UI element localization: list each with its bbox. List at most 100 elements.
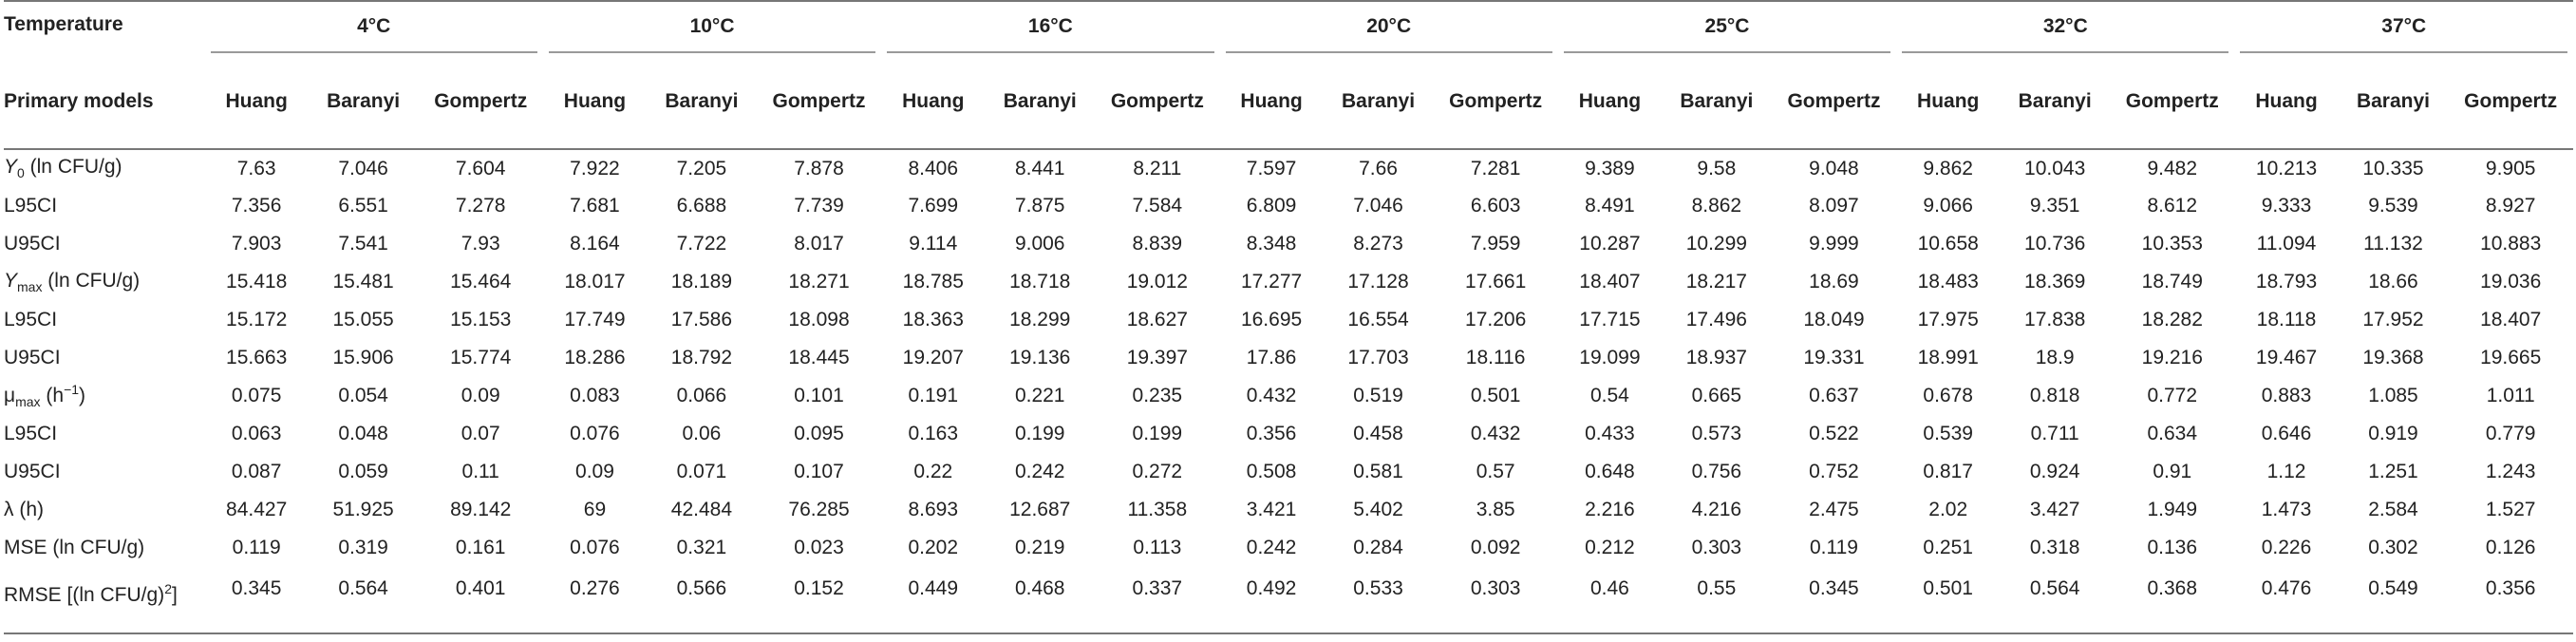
table-cell: 8.862 (1691, 195, 1742, 217)
table-cell: 18.69 (1809, 271, 1859, 293)
table-cell: 18.445 (788, 347, 850, 368)
table-cell: 0.522 (1809, 423, 1859, 444)
table-cell: 10.213 (2255, 157, 2318, 179)
table-cell: 7.875 (1014, 195, 1065, 217)
table-cell: 0.09 (461, 385, 500, 406)
table-cell: 0.083 (570, 385, 620, 406)
table-cell: 7.63 (236, 157, 276, 179)
table-cell: 0.772 (2147, 385, 2198, 406)
table-cell: 0.646 (2261, 423, 2312, 444)
table-cell: 19.099 (1579, 347, 1641, 368)
table-cell: 0.883 (2261, 385, 2312, 406)
table-cell: 0.54 (1589, 385, 1629, 406)
table-cell: 8.839 (1132, 233, 1183, 255)
table-cell: 0.779 (2485, 423, 2536, 444)
table-cell: 0.226 (2261, 537, 2312, 558)
row-label: λ (h) (4, 499, 44, 520)
table-cell: 18.369 (2024, 271, 2086, 293)
table-cell: 0.356 (2485, 577, 2536, 599)
table-cell: 0.199 (1014, 423, 1065, 444)
table-cell: 0.063 (231, 423, 282, 444)
temperature-value: 37°C (2240, 4, 2567, 53)
table-cell: 2.216 (1585, 499, 1635, 520)
table-cell: 0.076 (570, 423, 620, 444)
table-cell: 11.094 (2256, 233, 2317, 255)
table-cell: 7.597 (1246, 157, 1297, 179)
table-cell: 7.722 (676, 233, 727, 255)
table-cell: 18.217 (1685, 271, 1747, 293)
table-cell: 6.688 (676, 195, 727, 217)
table-cell: 8.491 (1585, 195, 1635, 217)
table-cell: 19.331 (1803, 347, 1865, 368)
table-cell: 9.006 (1014, 233, 1065, 255)
table-container: Temperature 4°C 10°C 16°C 20°C 25°C 32°C 37°C … (4, 0, 2573, 634)
table-cell: 8.273 (1353, 233, 1403, 255)
table-cell: 8.348 (1246, 233, 1297, 255)
table-cell: 18.407 (2480, 309, 2542, 330)
table-cell: 7.046 (338, 157, 388, 179)
table-cell: 9.999 (1809, 233, 1859, 255)
model-header-cell: Huang (902, 89, 965, 112)
model-header-cell: Gompertz (1787, 89, 1881, 112)
table-cell: 1.011 (2486, 385, 2535, 406)
table-cell: 18.271 (788, 271, 850, 293)
table-cell: 0.048 (338, 423, 388, 444)
table-cell: 0.119 (232, 537, 281, 558)
table-cell: 2.02 (1928, 499, 1968, 520)
table-cell: 10.658 (1917, 233, 1979, 255)
table-cell: 3.427 (2029, 499, 2080, 520)
temperature-group-header: 16°C (881, 1, 1219, 54)
table-cell: 7.046 (1353, 195, 1403, 217)
table-cell: 42.484 (670, 499, 733, 520)
table-cell: 15.481 (332, 271, 394, 293)
table-cell: 9.539 (2368, 195, 2418, 217)
table-cell: 0.059 (338, 461, 388, 482)
table-cell: 10.736 (2024, 233, 2086, 255)
table-cell: 15.172 (226, 309, 288, 330)
table-row: U95CI 0.087 0.059 0.11 0.09 0.071 0.107 0.22 0.2… (4, 453, 2573, 491)
model-header-cell: Gompertz (1110, 89, 1204, 112)
table-cell: 0.07 (461, 423, 500, 444)
table-cell: 0.345 (1809, 577, 1859, 599)
table-cell: 0.711 (2030, 423, 2079, 444)
table-cell: 18.407 (1579, 271, 1641, 293)
row-label: Y0 (ln CFU/g) (4, 156, 122, 181)
models-label: Primary models (4, 89, 154, 112)
table-cell: 1.527 (2485, 499, 2536, 520)
temperature-header-row: Temperature 4°C 10°C 16°C 20°C 25°C 32°C 37°C (4, 1, 2573, 54)
table-cell: 0.163 (908, 423, 959, 444)
temperature-value: 20°C (1225, 4, 1552, 53)
table-cell: 17.715 (1579, 309, 1641, 330)
model-header-cell: Huang (1578, 89, 1642, 112)
table-cell: 1.12 (2266, 461, 2306, 482)
table-cell: 16.695 (1240, 309, 1303, 330)
table-cell: 7.205 (676, 157, 727, 179)
table-cell: 6.551 (338, 195, 388, 217)
table-cell: 1.085 (2368, 385, 2418, 406)
model-header-cell: Baranyi (1342, 89, 1416, 112)
table-cell: 6.603 (1470, 195, 1521, 217)
table-cell: 19.665 (2480, 347, 2542, 368)
table-cell: 0.752 (1809, 461, 1859, 482)
table-cell: 19.467 (2255, 347, 2318, 368)
table-cell: 0.303 (1691, 537, 1742, 558)
table-cell: 0.054 (338, 385, 388, 406)
table-cell: 0.066 (676, 385, 727, 406)
table-cell: 15.153 (450, 309, 512, 330)
row-label: MSE (ln CFU/g) (4, 537, 145, 558)
table-cell: 0.337 (1132, 577, 1183, 599)
table-cell: 18.098 (788, 309, 850, 330)
table-cell: 18.718 (1009, 271, 1071, 293)
table-cell: 0.678 (1923, 385, 1973, 406)
table-cell: 0.55 (1697, 577, 1737, 599)
table-cell: 0.318 (2029, 537, 2080, 558)
table-cell: 9.066 (1923, 195, 1973, 217)
table-cell: 0.564 (2029, 577, 2080, 599)
table-cell: 7.739 (794, 195, 844, 217)
table-cell: 0.433 (1585, 423, 1635, 444)
table-cell: 84.427 (226, 499, 288, 520)
table-cell: 8.017 (794, 233, 844, 255)
table-cell: 0.818 (2029, 385, 2080, 406)
table-cell: 1.243 (2485, 461, 2536, 482)
table-row: μmax (h−1) 0.075 0.054 0.09 0.083 0.066 0.101 0… (4, 377, 2573, 415)
